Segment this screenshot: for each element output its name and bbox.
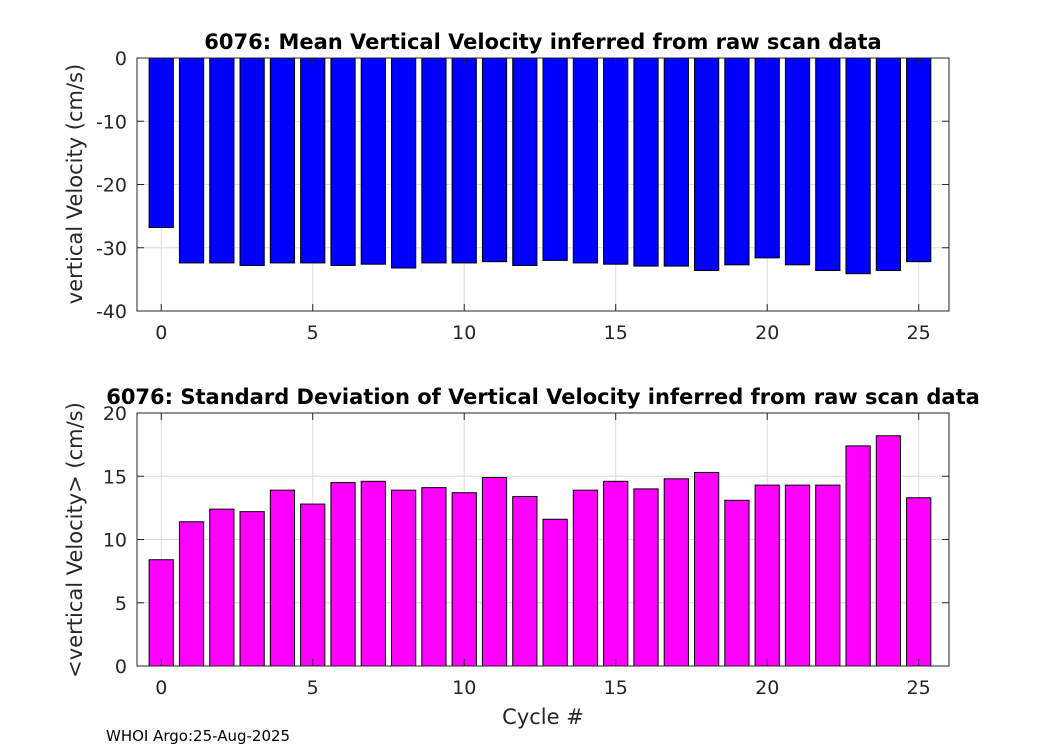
bar-cycle-18 [693,471,720,667]
x-tick-label: 25 [907,322,931,344]
bar-cycle-8 [391,57,417,269]
bar-cycle-0 [148,57,174,229]
bar-cycle-3 [239,511,265,667]
bar-cycle-23 [845,445,871,667]
bar-cycle-19 [724,57,750,266]
bar-cycle-4 [269,489,296,667]
x-tick-label: 20 [755,322,779,344]
bar-cycle-12 [512,57,538,266]
bar-cycle-13 [542,57,568,261]
bar-cycle-21 [784,484,811,667]
x-tick-label: 5 [307,677,319,699]
std-velocity-chart: 0 5 10 15 20 25 0 5 10 15 20 6076: Standard Deviat… [63,385,980,729]
x-tick-label: 5 [307,322,319,344]
bar-cycle-20 [754,57,780,259]
bar-cycle-0 [148,559,174,667]
bar-cycle-5 [300,57,326,264]
bar-cycle-22 [815,484,841,667]
mean-velocity-chart: 0 5 10 15 20 25 -40 -30 -20 -10 0 6076: Mean Verti… [63,30,950,344]
y-tick-label: -30 [96,238,127,260]
chart-title: 6076: Mean Vertical Velocity inferred fr… [204,30,881,54]
bar-cycle-10 [451,492,477,667]
bar-cycle-17 [663,57,689,267]
bar-cycle-14 [572,489,599,667]
bar-cycle-24 [875,435,902,667]
chart-title: 6076: Standard Deviation of Vertical Vel… [106,385,980,409]
y-tick-label: 15 [103,466,127,488]
x-axis-label: Cycle # [502,705,584,729]
bar-cycle-5 [300,503,326,667]
bar-cycle-19 [724,499,750,667]
bar-cycle-16 [633,488,659,667]
bar-cycle-15 [603,480,629,667]
bar-cycle-11 [481,57,508,263]
bar-cycle-17 [663,478,689,667]
y-tick-label: 0 [115,656,127,678]
bar-cycle-16 [633,57,659,267]
x-tick-label: 20 [755,677,779,699]
x-tick-label: 25 [907,677,931,699]
y-axis-label: <vertical Velocity> (cm/s) [63,402,87,678]
y-tick-label: 5 [115,593,127,615]
bar-cycle-25 [906,497,932,667]
bar-cycle-13 [542,518,568,667]
bar-cycle-18 [693,57,720,272]
bar-cycle-7 [360,480,386,667]
bar-cycle-25 [906,57,932,263]
bar-cycle-6 [330,482,356,667]
bar-cycle-6 [330,57,356,266]
bar-cycle-4 [269,57,296,264]
bar-cycle-2 [209,508,235,667]
bar-cycle-1 [178,521,205,667]
bar-cycle-24 [875,57,902,272]
bar-cycle-15 [603,57,629,265]
y-tick-label: -40 [96,301,127,323]
bar-cycle-9 [421,487,447,667]
bar-cycle-23 [845,57,871,275]
x-tick-label: 0 [155,677,167,699]
bar-cycle-22 [815,57,841,272]
bar-cycle-9 [421,57,447,264]
y-axis-label: vertical Velocity (cm/s) [63,64,87,304]
bar-cycle-1 [178,57,205,264]
x-tick-label: 0 [155,322,167,344]
y-tick-label: 20 [103,403,127,425]
x-tick-label: 10 [452,677,476,699]
x-tick-label: 15 [604,677,628,699]
bar-cycle-3 [239,57,265,266]
x-tick-label: 10 [452,322,476,344]
bar-cycle-12 [512,495,538,667]
bar-cycle-2 [209,57,235,264]
y-tick-label: -20 [96,175,127,197]
y-tick-label: -10 [96,111,127,133]
bar-cycle-11 [481,477,508,667]
y-tick-label: 0 [115,48,127,70]
bar-cycle-10 [451,57,477,264]
bar-cycle-14 [572,57,599,264]
y-tick-label: 10 [103,530,127,552]
bar-cycle-21 [784,57,811,266]
footer-credit: WHOI Argo:25-Aug-2025 [106,727,290,745]
x-tick-label: 15 [604,322,628,344]
bar-cycle-7 [360,57,386,265]
bar-cycle-8 [391,489,417,667]
bar-cycle-20 [754,484,780,667]
